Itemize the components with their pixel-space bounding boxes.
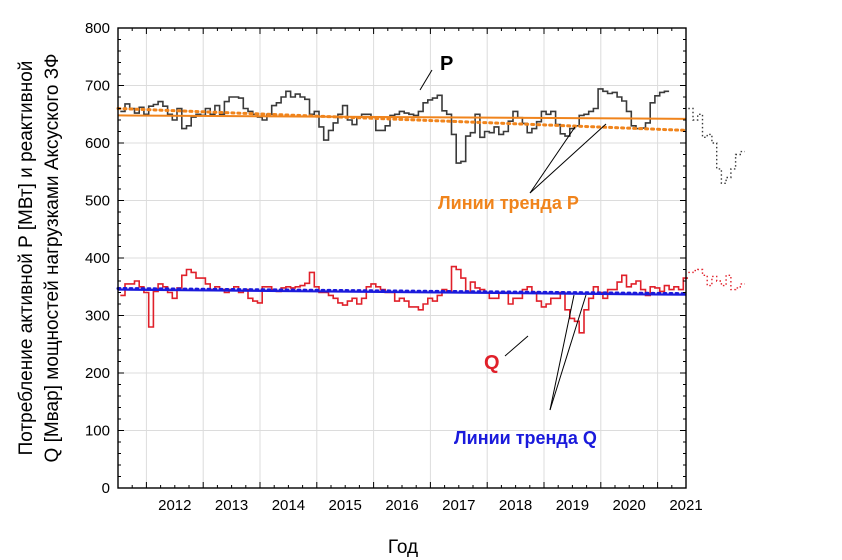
y-tick-label: 100 <box>85 423 110 440</box>
q-label-leader <box>504 335 529 357</box>
p-label: P <box>440 53 453 75</box>
trend-p-dotted-line <box>116 107 688 132</box>
trend-q-dotted-line <box>116 286 688 296</box>
grid-lines <box>118 28 686 488</box>
x-tick-label: 2012 <box>158 497 191 514</box>
y-tick-label: 700 <box>85 78 110 95</box>
x-tick-label: 2016 <box>385 497 418 514</box>
trend-q-leader-1 <box>549 294 575 411</box>
y-tick-label: 600 <box>85 135 110 152</box>
x-tick-label: 2018 <box>499 497 532 514</box>
y-tick-label: 200 <box>85 365 110 382</box>
trend-p-label: Линии тренда P <box>438 193 579 213</box>
x-tick-label: 2020 <box>613 497 646 514</box>
series-p-forecast-line <box>688 107 745 184</box>
annotations: P Линии тренда P Q Линии тренда Q <box>419 53 607 448</box>
x-tick-label: 2021 <box>669 497 702 514</box>
trend-q-label: Линии тренда Q <box>454 428 597 448</box>
q-label: Q <box>484 352 500 374</box>
y-tick-label: 800 <box>85 20 110 37</box>
trend-p-leader-2 <box>529 123 607 194</box>
x-tick-label: 2019 <box>556 497 589 514</box>
trend-p-leader-1 <box>529 126 576 194</box>
y-tick-label: 300 <box>85 308 110 325</box>
x-tick-label: 2015 <box>329 497 362 514</box>
trend-p-linear-line <box>117 114 687 120</box>
x-tick-label: 2014 <box>272 497 305 514</box>
p-label-leader <box>419 69 433 91</box>
y-tick-label: 500 <box>85 193 110 210</box>
y-tick-label: 0 <box>102 480 110 497</box>
tick-labels: 0 100 200 300 400 500 600 700 800 2012 2013 2014 201… <box>85 20 703 514</box>
x-tick-label: 2013 <box>215 497 248 514</box>
x-axis-title: Год <box>388 537 418 558</box>
trend-q-leader-2 <box>549 294 587 411</box>
x-tick-label: 2017 <box>442 497 475 514</box>
axis-ticks <box>117 27 687 489</box>
series-layer <box>116 88 745 334</box>
y-tick-label: 400 <box>85 250 110 267</box>
series-q-line <box>120 265 688 334</box>
y-axis-title-line2: Q [Мвар] мощностей нагрузками Аксуского … <box>42 54 63 463</box>
y-axis-title-line1: Потребление активной P [МВт] и реактивно… <box>16 61 37 456</box>
series-q-forecast-line <box>688 268 745 291</box>
